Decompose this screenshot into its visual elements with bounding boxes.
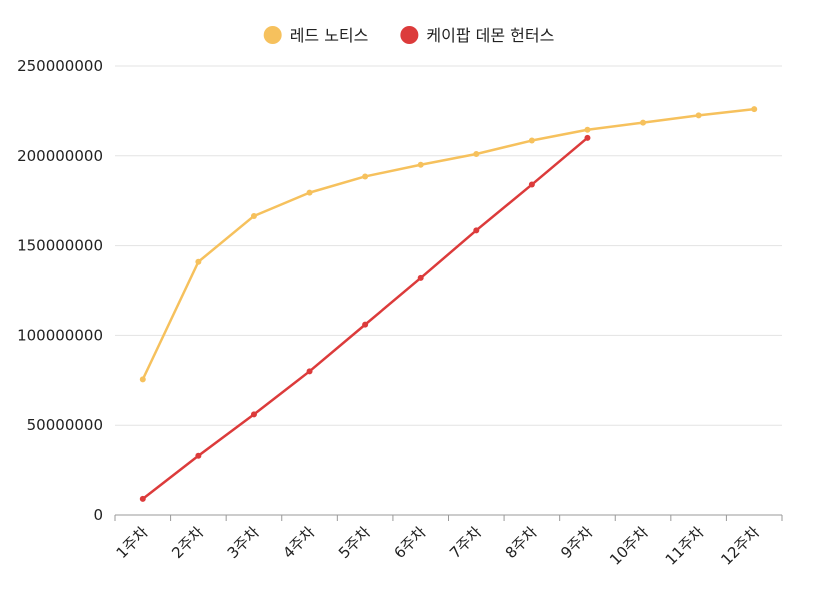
legend-label: 케이팝 데몬 헌터스 [426, 26, 554, 45]
x-tick-label: 1주차 [113, 523, 152, 562]
x-tick-label: 12주차 [717, 523, 763, 569]
legend-marker [400, 26, 419, 44]
data-point[interactable] [362, 173, 369, 180]
data-point[interactable] [473, 151, 480, 158]
legend: 레드 노티스 케이팝 데몬 헌터스 [263, 26, 554, 45]
data-point[interactable] [473, 227, 480, 234]
data-point[interactable] [362, 321, 369, 328]
x-axis: 1주차 2주차 3주차 4주차 5주차 6주차 7주차 8주차 9주차 10주차 11주차 12주차 [113, 514, 783, 569]
series-lines [139, 106, 758, 502]
x-tick-label: 6주차 [391, 523, 430, 562]
data-point[interactable] [528, 137, 535, 144]
data-point[interactable] [195, 258, 202, 265]
y-tick-label: 250000000 [17, 57, 103, 75]
x-tick-label: 11주차 [662, 523, 708, 569]
data-point[interactable] [695, 112, 702, 119]
x-tick-label: 4주차 [279, 523, 318, 562]
y-axis-ticks: 0 50000000 100000000 150000000 200000000 2500… [17, 57, 103, 524]
data-point[interactable] [306, 368, 313, 375]
legend-marker [263, 26, 282, 44]
data-point[interactable] [250, 212, 257, 219]
x-tick-label: 5주차 [335, 523, 374, 562]
data-point[interactable] [250, 411, 257, 418]
data-point[interactable] [139, 495, 146, 502]
legend-item[interactable]: 레드 노티스 [263, 26, 369, 45]
y-tick-label: 50000000 [27, 416, 103, 434]
y-tick-label: 100000000 [17, 326, 103, 344]
grid-lines [115, 65, 782, 426]
legend-item[interactable]: 케이팝 데몬 헌터스 [400, 26, 554, 45]
series-line [141, 107, 755, 380]
legend-label: 레드 노티스 [290, 26, 369, 45]
data-point[interactable] [306, 189, 313, 196]
data-point[interactable] [195, 452, 202, 459]
series-1 [139, 106, 758, 383]
data-point[interactable] [417, 274, 424, 281]
x-tick-label: 10주차 [606, 523, 652, 569]
y-tick-label: 0 [93, 506, 103, 524]
y-tick-label: 200000000 [17, 147, 103, 165]
data-point[interactable] [584, 134, 591, 141]
data-point[interactable] [640, 119, 647, 126]
x-tick-label: 9주차 [557, 523, 596, 562]
x-tick-label: 7주차 [446, 523, 485, 562]
data-point[interactable] [139, 376, 146, 383]
x-tick-label: 3주차 [224, 523, 263, 562]
data-point[interactable] [751, 106, 758, 113]
series-line [142, 136, 589, 500]
x-tick-label: 2주차 [168, 523, 207, 562]
data-point[interactable] [584, 126, 591, 133]
series-2 [139, 134, 591, 502]
data-point[interactable] [528, 181, 535, 188]
data-point[interactable] [417, 161, 424, 168]
x-tick-label: 8주차 [502, 523, 541, 562]
y-tick-label: 150000000 [17, 237, 103, 255]
